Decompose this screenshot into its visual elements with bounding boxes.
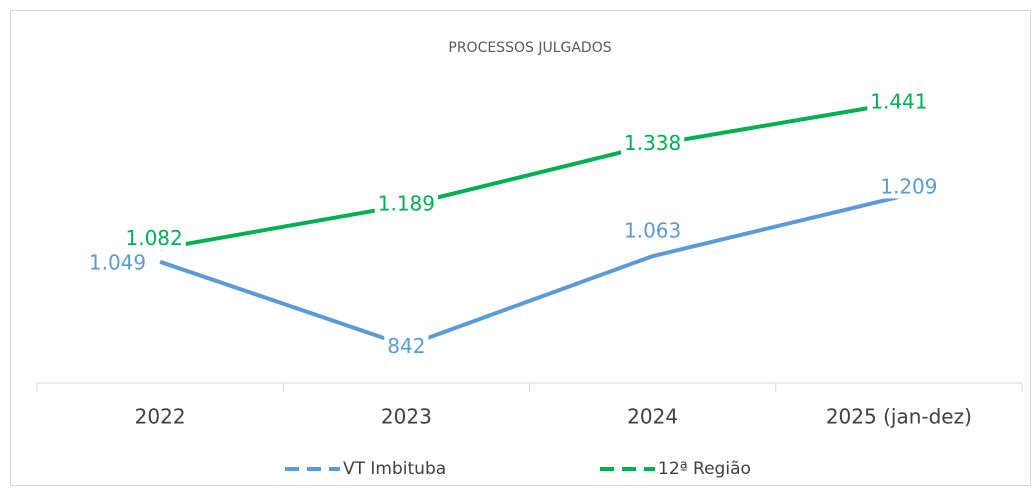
x-tick-label: 2022	[135, 405, 186, 429]
data-label: 1.209	[880, 174, 937, 198]
data-label: 1.063	[624, 219, 681, 243]
data-label: 1.082	[125, 226, 182, 250]
x-tick-label: 2023	[381, 405, 432, 429]
data-label-bg	[620, 218, 685, 243]
data-label-bg	[867, 89, 931, 114]
data-label-bg	[877, 174, 941, 199]
data-label: 842	[387, 334, 425, 358]
legend-label: VT Imbituba	[343, 459, 446, 479]
data-label: 1.441	[870, 89, 927, 113]
x-tick-label: 2025 (jan-dez)	[826, 405, 972, 429]
data-label-bg	[620, 131, 685, 156]
chart-title: PROCESSOS JULGADOS	[448, 40, 611, 56]
data-label: 1.189	[378, 192, 435, 216]
series-line	[159, 100, 900, 251]
series-line	[159, 195, 900, 348]
data-label-bg	[122, 225, 186, 250]
data-label-bg	[374, 191, 439, 216]
x-tick-label: 2024	[627, 405, 678, 429]
data-label: 1.338	[624, 131, 681, 155]
data-label-bg	[384, 334, 429, 359]
data-label: 1.049	[89, 250, 146, 274]
data-label-bg	[85, 250, 150, 275]
legend-label: 12ª Região	[658, 459, 751, 479]
